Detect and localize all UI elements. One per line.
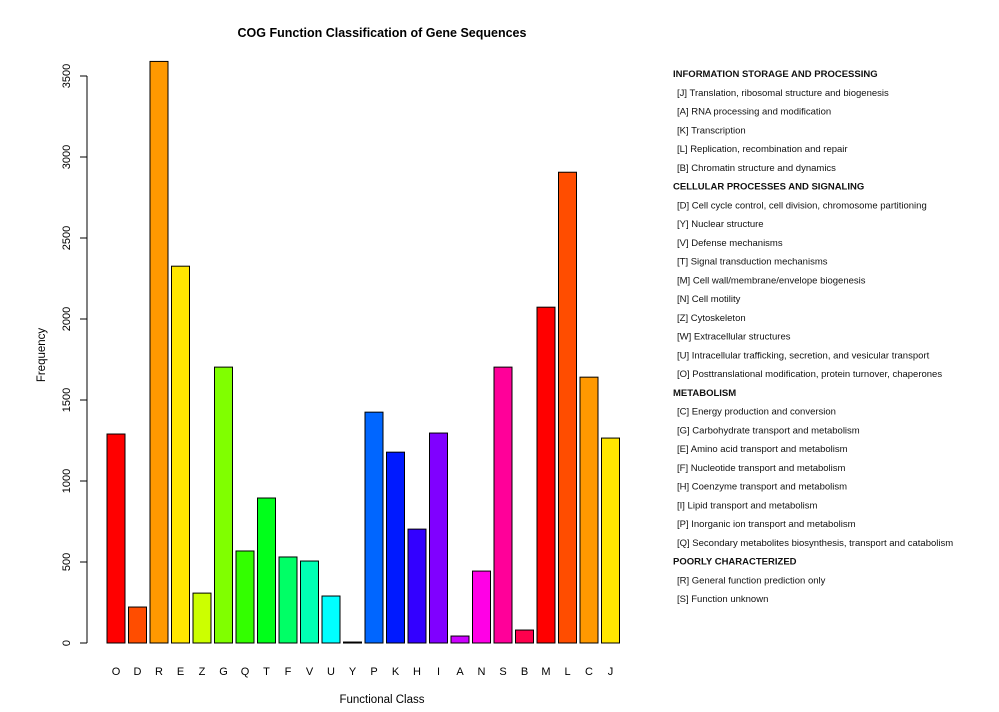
x-tick-label: M — [541, 666, 550, 678]
x-tick-label: I — [437, 666, 440, 678]
y-tick-label: 0 — [61, 640, 73, 646]
bar-E — [171, 265, 190, 644]
legend-item: [V] Defense mechanisms — [677, 238, 783, 249]
x-tick-label: S — [499, 666, 506, 678]
legend-item: [I] Lipid transport and metabolism — [677, 500, 818, 511]
bar-B — [515, 629, 534, 644]
bar-C — [579, 376, 599, 644]
y-tick-label: 3000 — [61, 145, 73, 169]
chart-title: COG Function Classification of Gene Sequ… — [238, 26, 527, 40]
legend-item: [R] General function prediction only — [677, 575, 826, 586]
x-axis-label: Functional Class — [339, 694, 424, 706]
y-tick-label: 1500 — [61, 388, 73, 412]
legend-item: [C] Energy production and conversion — [677, 407, 836, 418]
y-tick-label: 3500 — [61, 64, 73, 88]
y-tick-label: 500 — [61, 553, 73, 571]
x-tick-label: G — [219, 666, 228, 678]
bar-R — [149, 60, 169, 644]
legend-item: [U] Intracellular trafficking, secretion… — [677, 350, 930, 361]
y-tick-label: 1000 — [61, 469, 73, 493]
x-tick-label: V — [306, 666, 314, 678]
x-tick-label: C — [585, 666, 593, 678]
legend-group-header: POORLY CHARACTERIZED — [673, 557, 797, 568]
y-axis-label: Frequency — [36, 328, 48, 383]
bar-H — [407, 528, 427, 644]
x-tick-label: D — [134, 666, 142, 678]
legend-item: [K] Transcription — [677, 125, 746, 136]
legend-item: [W] Extracellular structures — [677, 332, 791, 343]
legend-item: [D] Cell cycle control, cell division, c… — [677, 200, 927, 211]
legend-item: [A] RNA processing and modification — [677, 107, 831, 118]
bar-J — [601, 437, 620, 644]
legend-group-header: CELLULAR PROCESSES AND SIGNALING — [673, 182, 864, 193]
legend-item: [H] Coenzyme transport and metabolism — [677, 482, 847, 493]
legend-item: [O] Posttranslational modification, prot… — [677, 369, 942, 380]
legend-item: [M] Cell wall/membrane/envelope biogenes… — [677, 275, 866, 286]
x-tick-label: A — [456, 666, 464, 678]
legend-item: [Y] Nuclear structure — [677, 219, 764, 230]
x-tick-label: Z — [199, 666, 206, 678]
x-tick-label: P — [370, 666, 377, 678]
legend-group-header: INFORMATION STORAGE AND PROCESSING — [673, 69, 878, 80]
y-tick-label: 2500 — [61, 226, 73, 250]
legend-item: [B] Chromatin structure and dynamics — [677, 163, 836, 174]
legend-item: [J] Translation, ribosomal structure and… — [677, 88, 889, 99]
x-tick-label: F — [285, 666, 292, 678]
x-tick-label: Q — [241, 666, 250, 678]
x-tick-label: T — [263, 666, 270, 678]
legend-item: [G] Carbohydrate transport and metabolis… — [677, 425, 860, 436]
x-tick-label: Y — [349, 666, 357, 678]
bar-M — [536, 306, 556, 644]
bar-T — [257, 497, 276, 644]
x-tick-label: L — [564, 666, 570, 678]
bar-Z — [192, 592, 212, 644]
bar-I — [429, 432, 448, 644]
bar-F — [278, 556, 298, 644]
legend-group-header: METABOLISM — [673, 388, 736, 399]
bar-V — [300, 560, 319, 644]
legend-item: [Z] Cytoskeleton — [677, 313, 746, 324]
bar-D — [128, 606, 147, 644]
bar-Q — [235, 550, 255, 644]
x-tick-label: J — [608, 666, 614, 678]
bar-G — [214, 366, 233, 644]
y-tick-label: 2000 — [61, 307, 73, 331]
x-tick-label: R — [155, 666, 163, 678]
x-tick-label: E — [177, 666, 184, 678]
bar-U — [321, 595, 341, 644]
legend-item: [S] Function unknown — [677, 594, 768, 605]
y-axis: 0 500 1000 1500 2000 2500 3000 3500 — [61, 64, 88, 646]
legend-item: [N] Cell motility — [677, 294, 741, 305]
bar-K — [386, 451, 405, 644]
legend-item: [E] Amino acid transport and metabolism — [677, 444, 848, 455]
legend-item: [F] Nucleotide transport and metabolism — [677, 463, 846, 474]
x-tick-label: N — [478, 666, 486, 678]
legend: INFORMATION STORAGE AND PROCESSING [J] Tr… — [673, 69, 953, 605]
bar-L — [558, 171, 577, 644]
legend-item: [T] Signal transduction mechanisms — [677, 257, 828, 268]
legend-item: [P] Inorganic ion transport and metaboli… — [677, 519, 856, 530]
legend-item: [L] Replication, recombination and repai… — [677, 144, 848, 155]
x-tick-label: K — [392, 666, 400, 678]
legend-item: [Q] Secondary metabolites biosynthesis, … — [677, 538, 953, 549]
bar-A — [450, 635, 470, 644]
x-tick-label: H — [413, 666, 421, 678]
x-tick-label: U — [327, 666, 335, 678]
x-tick-label: O — [112, 666, 121, 678]
x-tick-label: B — [521, 666, 528, 678]
bar-S — [493, 366, 513, 644]
bar-P — [364, 411, 384, 644]
bar-N — [472, 570, 491, 644]
bars — [106, 60, 620, 644]
bar-Y — [343, 641, 362, 644]
bar-O — [106, 433, 126, 644]
